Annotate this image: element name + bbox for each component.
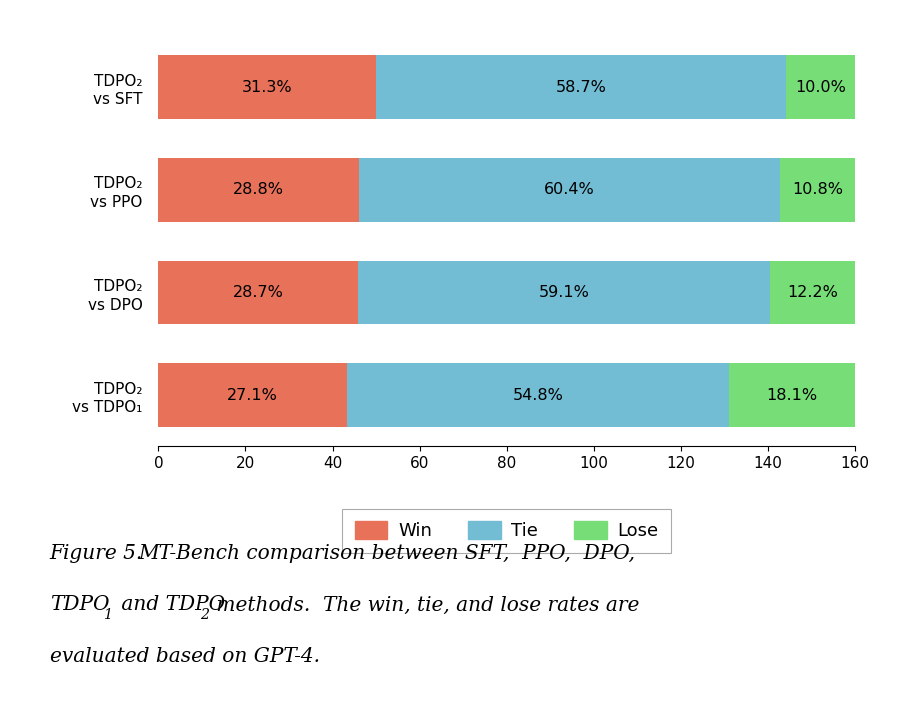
Bar <box>359 158 780 222</box>
Bar <box>158 364 348 427</box>
Bar <box>786 55 855 119</box>
Text: 2: 2 <box>200 608 209 622</box>
Text: 28.7%: 28.7% <box>233 285 284 300</box>
Text: 27.1%: 27.1% <box>227 387 278 402</box>
Bar <box>158 261 358 324</box>
Text: evaluated based on GPT-4.: evaluated based on GPT-4. <box>50 647 319 666</box>
Bar <box>348 364 729 427</box>
Text: 28.8%: 28.8% <box>233 182 284 197</box>
Text: and TDPO: and TDPO <box>115 595 225 614</box>
Text: Figure 5.: Figure 5. <box>50 544 143 562</box>
Text: methods.  The win, tie, and lose rates are: methods. The win, tie, and lose rates ar… <box>210 595 639 614</box>
Text: 1: 1 <box>103 608 112 622</box>
Bar <box>729 364 855 427</box>
Bar <box>358 261 770 324</box>
Text: MT-Bench comparison between SFT,  PPO,  DPO,: MT-Bench comparison between SFT, PPO, DP… <box>138 544 635 562</box>
Bar <box>770 261 855 324</box>
Bar <box>158 55 376 119</box>
Text: 54.8%: 54.8% <box>513 387 564 402</box>
Legend: Win, Tie, Lose: Win, Tie, Lose <box>342 509 672 553</box>
Text: TDPO: TDPO <box>50 595 110 614</box>
Text: 60.4%: 60.4% <box>544 182 595 197</box>
Text: 12.2%: 12.2% <box>787 285 838 300</box>
Text: 10.0%: 10.0% <box>795 80 846 95</box>
Bar <box>158 158 359 222</box>
Text: 31.3%: 31.3% <box>243 80 292 95</box>
Bar <box>780 158 855 222</box>
Bar <box>376 55 786 119</box>
Text: 18.1%: 18.1% <box>767 387 818 402</box>
Text: 58.7%: 58.7% <box>556 80 606 95</box>
Text: 59.1%: 59.1% <box>538 285 590 300</box>
Text: 10.8%: 10.8% <box>792 182 843 197</box>
